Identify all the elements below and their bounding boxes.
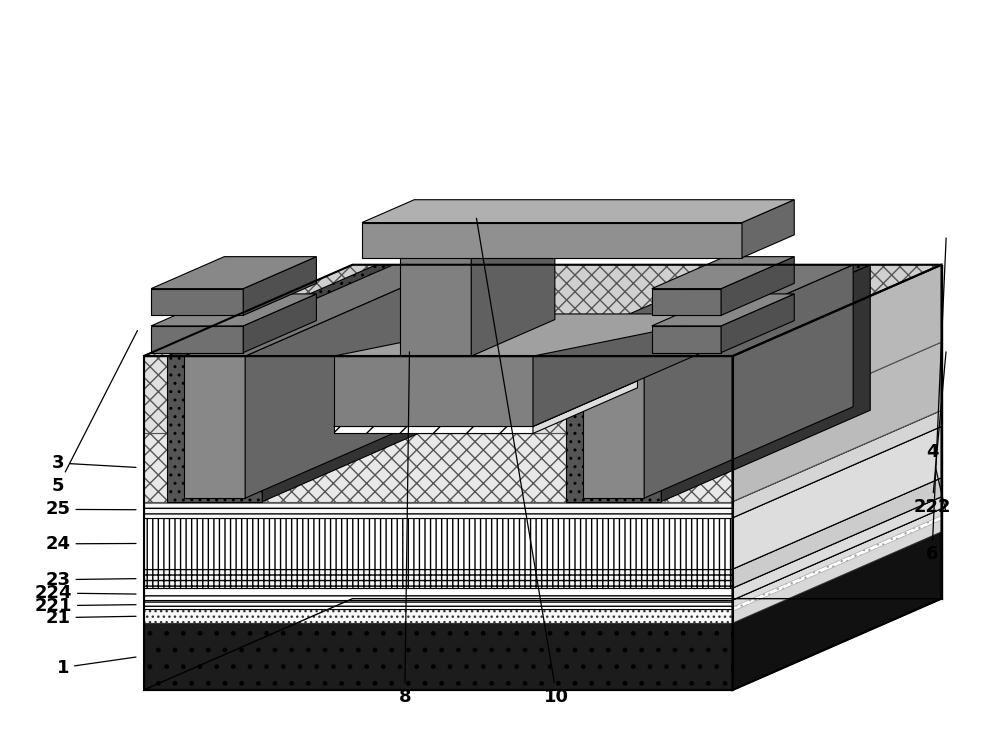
Polygon shape [144,356,732,434]
Polygon shape [644,265,853,498]
Polygon shape [652,257,794,289]
Polygon shape [144,478,942,569]
Text: 221: 221 [34,596,136,615]
Polygon shape [732,342,942,502]
Polygon shape [661,265,870,502]
Polygon shape [144,497,942,588]
Polygon shape [400,223,471,247]
Polygon shape [334,426,533,434]
Polygon shape [721,294,794,353]
Polygon shape [334,314,742,356]
Polygon shape [732,532,942,690]
Polygon shape [144,265,942,356]
Polygon shape [144,518,732,569]
Polygon shape [151,294,316,326]
Polygon shape [151,289,243,315]
Polygon shape [732,497,942,600]
Polygon shape [144,569,732,588]
Polygon shape [721,257,794,315]
Text: 224: 224 [34,584,136,602]
Polygon shape [566,356,661,502]
Polygon shape [732,265,942,434]
Polygon shape [334,381,638,426]
Text: 3: 3 [52,454,136,472]
Polygon shape [742,200,794,258]
Text: 8: 8 [398,352,411,706]
Polygon shape [262,265,471,502]
Text: 5: 5 [52,331,137,495]
Polygon shape [400,247,471,356]
Polygon shape [362,200,794,223]
Polygon shape [245,265,454,498]
Text: 1: 1 [56,657,136,676]
Polygon shape [652,289,721,315]
Polygon shape [362,223,742,258]
Polygon shape [144,434,732,502]
Polygon shape [151,257,316,289]
Polygon shape [144,532,942,623]
Polygon shape [652,294,794,326]
Text: 25: 25 [46,500,136,519]
Text: 23: 23 [46,571,136,589]
Polygon shape [471,211,555,356]
Polygon shape [652,326,721,353]
Polygon shape [167,265,471,356]
Polygon shape [732,426,942,569]
Polygon shape [583,356,644,498]
Polygon shape [151,326,243,353]
Text: 4: 4 [926,443,946,511]
Text: 24: 24 [46,535,136,553]
Polygon shape [144,623,732,690]
Polygon shape [583,265,853,356]
Polygon shape [144,410,942,502]
Polygon shape [732,518,942,623]
Polygon shape [184,356,245,498]
Text: 10: 10 [476,218,569,706]
Polygon shape [732,410,942,518]
Polygon shape [334,356,533,426]
Polygon shape [184,265,454,356]
Polygon shape [566,265,870,356]
Polygon shape [400,211,555,247]
Polygon shape [144,426,942,518]
Polygon shape [144,508,942,600]
Polygon shape [732,478,942,588]
Polygon shape [533,265,742,426]
Polygon shape [144,609,732,623]
Polygon shape [144,342,942,434]
Polygon shape [144,588,732,600]
Polygon shape [732,508,942,609]
Text: 222: 222 [913,352,951,517]
Polygon shape [167,356,262,502]
Polygon shape [533,381,638,434]
Text: 21: 21 [46,608,136,627]
Polygon shape [144,600,732,609]
Polygon shape [144,518,942,609]
Text: 6: 6 [926,238,946,563]
Polygon shape [144,502,732,518]
Polygon shape [243,257,316,315]
Polygon shape [732,516,942,611]
Polygon shape [243,294,316,353]
